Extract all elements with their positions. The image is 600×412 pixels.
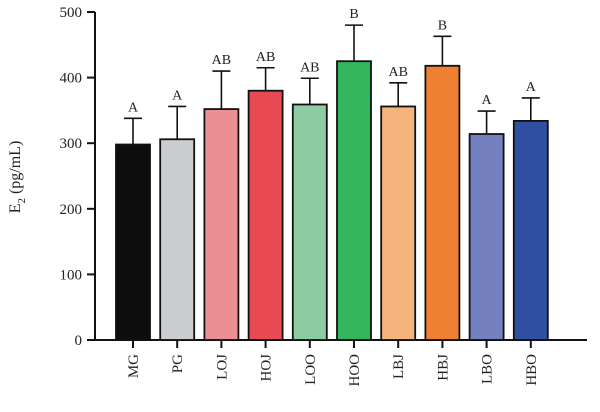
x-tick-label: LOO [303,354,319,385]
y-tick-label: 300 [60,136,83,152]
significance-label: AB [212,53,231,68]
x-tick-label: LBO [480,354,496,384]
x-tick-label: LBJ [391,354,407,379]
bar-hbj [424,64,461,341]
x-axis: MG PG LOJ HOJ LOO HOO LBJ HBJ LBO HBO [94,339,587,387]
significance-label: AB [388,65,407,80]
y-tick-label: 400 [60,71,83,87]
y-axis-title: E2 (pg/mL) [7,141,28,214]
bar-mg [115,143,151,341]
bar-lbj [380,105,417,341]
bar-pg [159,138,196,341]
significance-label: A [172,88,183,103]
y-tick-label: 0 [75,333,83,349]
y-tick-label: 500 [60,5,83,21]
x-tick-label: MG [126,354,142,378]
significance-label: A [526,80,537,95]
bar-loj [203,108,240,341]
y-axis-title-subscript: 2 [16,198,28,204]
significance-label: AB [256,50,275,65]
x-tick-label: PG [170,354,186,373]
x-tick-label: HOJ [259,354,275,382]
bar-lbo [468,133,505,341]
y-axis-title-main: E [7,204,24,214]
y-tick-label: 100 [60,267,83,283]
significance-label: B [349,7,358,22]
bar-hoj [247,89,284,341]
significance-label: AB [300,60,319,75]
y-axis: 0 100 200 300 400 500 [60,5,96,349]
x-tick-label: HBO [524,354,540,386]
significance-label: A [482,93,493,108]
bar-hoo [336,60,372,341]
y-tick-label: 200 [60,202,83,218]
x-tick-label: LOJ [214,354,230,380]
y-axis-title-suffix: (pg/mL) [7,141,24,198]
bar-loo [291,103,328,341]
bar-hbo [512,119,549,341]
x-tick-label: HOO [347,354,363,387]
significance-label: A [128,100,139,115]
bars: A A AB AB AB B AB B A A [115,7,549,341]
significance-label: B [438,18,447,33]
x-tick-label: HBJ [435,354,451,381]
